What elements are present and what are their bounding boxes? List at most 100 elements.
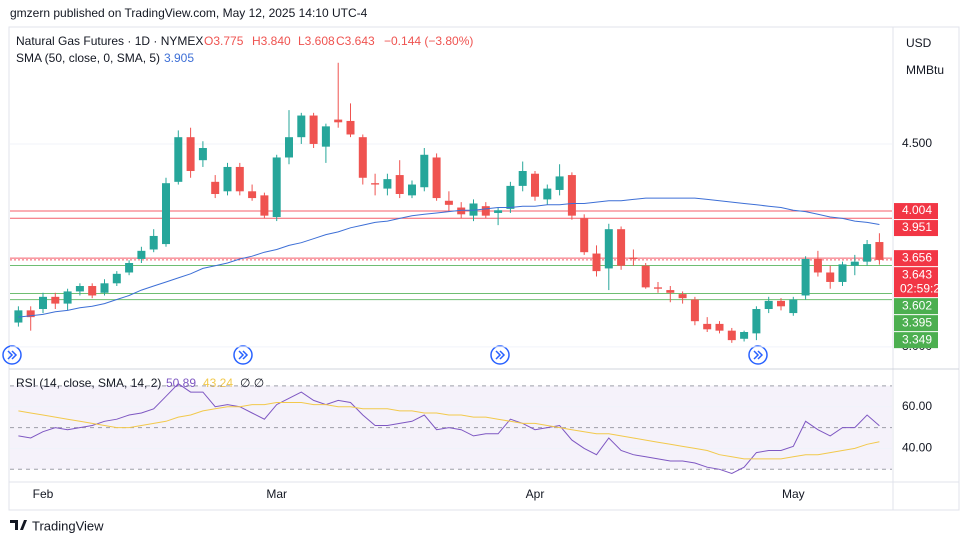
price-badge-label: 3.602 [902,298,932,312]
symbol-title: Natural Gas Futures · 1D · NYMEX [16,34,203,48]
legend-low: L3.608 [298,34,335,48]
candle-body [125,263,134,273]
price-badge [894,267,938,298]
candle-body [186,137,195,172]
chart-frame [8,26,960,511]
candle-body [26,310,35,318]
price-badge [894,298,938,315]
legend-change: −0.144 (−3.80%) [384,34,473,48]
candle-body [395,175,404,195]
rsi-extra: ∅ ∅ [240,376,264,390]
candle-body [543,188,552,200]
candle-body [162,183,170,245]
legend-open: O3.775 [204,34,244,48]
x-tick-label: Mar [266,487,287,501]
legend-close: C3.643 [336,34,375,48]
candle-body [531,173,539,197]
candle-body [592,253,601,272]
candle-body [777,300,785,307]
candle-body [88,286,97,296]
countdown: 02:59:25 [900,281,947,295]
candle-body [875,242,884,260]
candle-body [690,299,699,322]
candle-body [39,296,47,310]
candle-body [494,210,503,213]
candle-body [838,264,847,282]
price-badge [894,203,938,220]
candle-body [112,273,121,284]
candle-body [604,229,613,269]
price-badge [894,315,938,332]
price-badge [894,220,938,237]
candle-body [211,181,220,195]
candle-body [654,287,662,289]
candle-body [321,126,330,147]
candle-body [481,206,490,216]
sma-legend: SMA (50, close, 0, SMA, 5) [16,51,160,65]
candle-body [137,250,146,259]
sma-legend-value: 3.905 [164,51,194,65]
x-tick-label: Apr [526,487,545,501]
candle-body [506,185,515,209]
price-badge-label: 3.951 [902,220,932,234]
unit: MMBtu [906,63,944,77]
candle-body [826,272,835,282]
candle-body [555,176,564,190]
candle-body [469,203,478,216]
candle-body [850,261,859,266]
candle-body [174,137,183,182]
sma-line [18,197,880,318]
price-badge-label: 3.349 [902,332,932,346]
candle-body [371,183,380,185]
candle-body [223,166,232,192]
candle-body [764,300,773,310]
candle-body [14,310,23,323]
candle-body [248,191,257,199]
event-icons [2,345,768,365]
candle-body [358,137,367,178]
candle-body [272,157,281,218]
candle-body [408,184,416,196]
price-badge-label: 3.643 [902,267,932,281]
currency: USD [906,36,932,50]
candle-body [666,290,675,293]
candle-body [617,229,626,266]
legend-high: H3.840 [252,34,291,48]
publisher: gmzern published on TradingView.com, May… [10,6,368,20]
brand: TradingView [32,518,104,533]
rsi-line [18,383,880,475]
x-tick-label: Feb [33,487,54,501]
candle-body [727,330,736,341]
candle-body [383,179,392,189]
rsi-legend-value: 50.89 [166,376,196,390]
candle-body [752,309,761,334]
y-tick-label: 4.500 [902,136,932,150]
y-tick-label: 40.00 [902,441,932,455]
candle-body [813,258,822,273]
candle-body [75,286,84,292]
candle-body [297,115,306,138]
candle-body [309,115,318,144]
candle-body [457,207,466,215]
price-badge-label: 3.656 [902,250,932,264]
candle-body [715,323,724,331]
rsi-line [18,402,880,460]
candle-body [346,120,355,135]
candle-body [801,258,810,296]
y-tick-label: 60.00 [902,399,932,413]
candle-body [235,166,244,192]
candle-body [63,291,72,304]
candle-body [444,200,453,205]
price-badge [894,332,938,349]
rsi-sma-legend-value: 43.24 [203,376,233,390]
candle-body [789,299,798,314]
candle-body [149,235,158,250]
candle-body [260,195,269,216]
candle-body [100,283,109,293]
candle-body [567,175,576,216]
candle-body [198,148,207,161]
candle-body [580,218,589,253]
candle-body [432,157,441,199]
candle-body [641,265,650,288]
